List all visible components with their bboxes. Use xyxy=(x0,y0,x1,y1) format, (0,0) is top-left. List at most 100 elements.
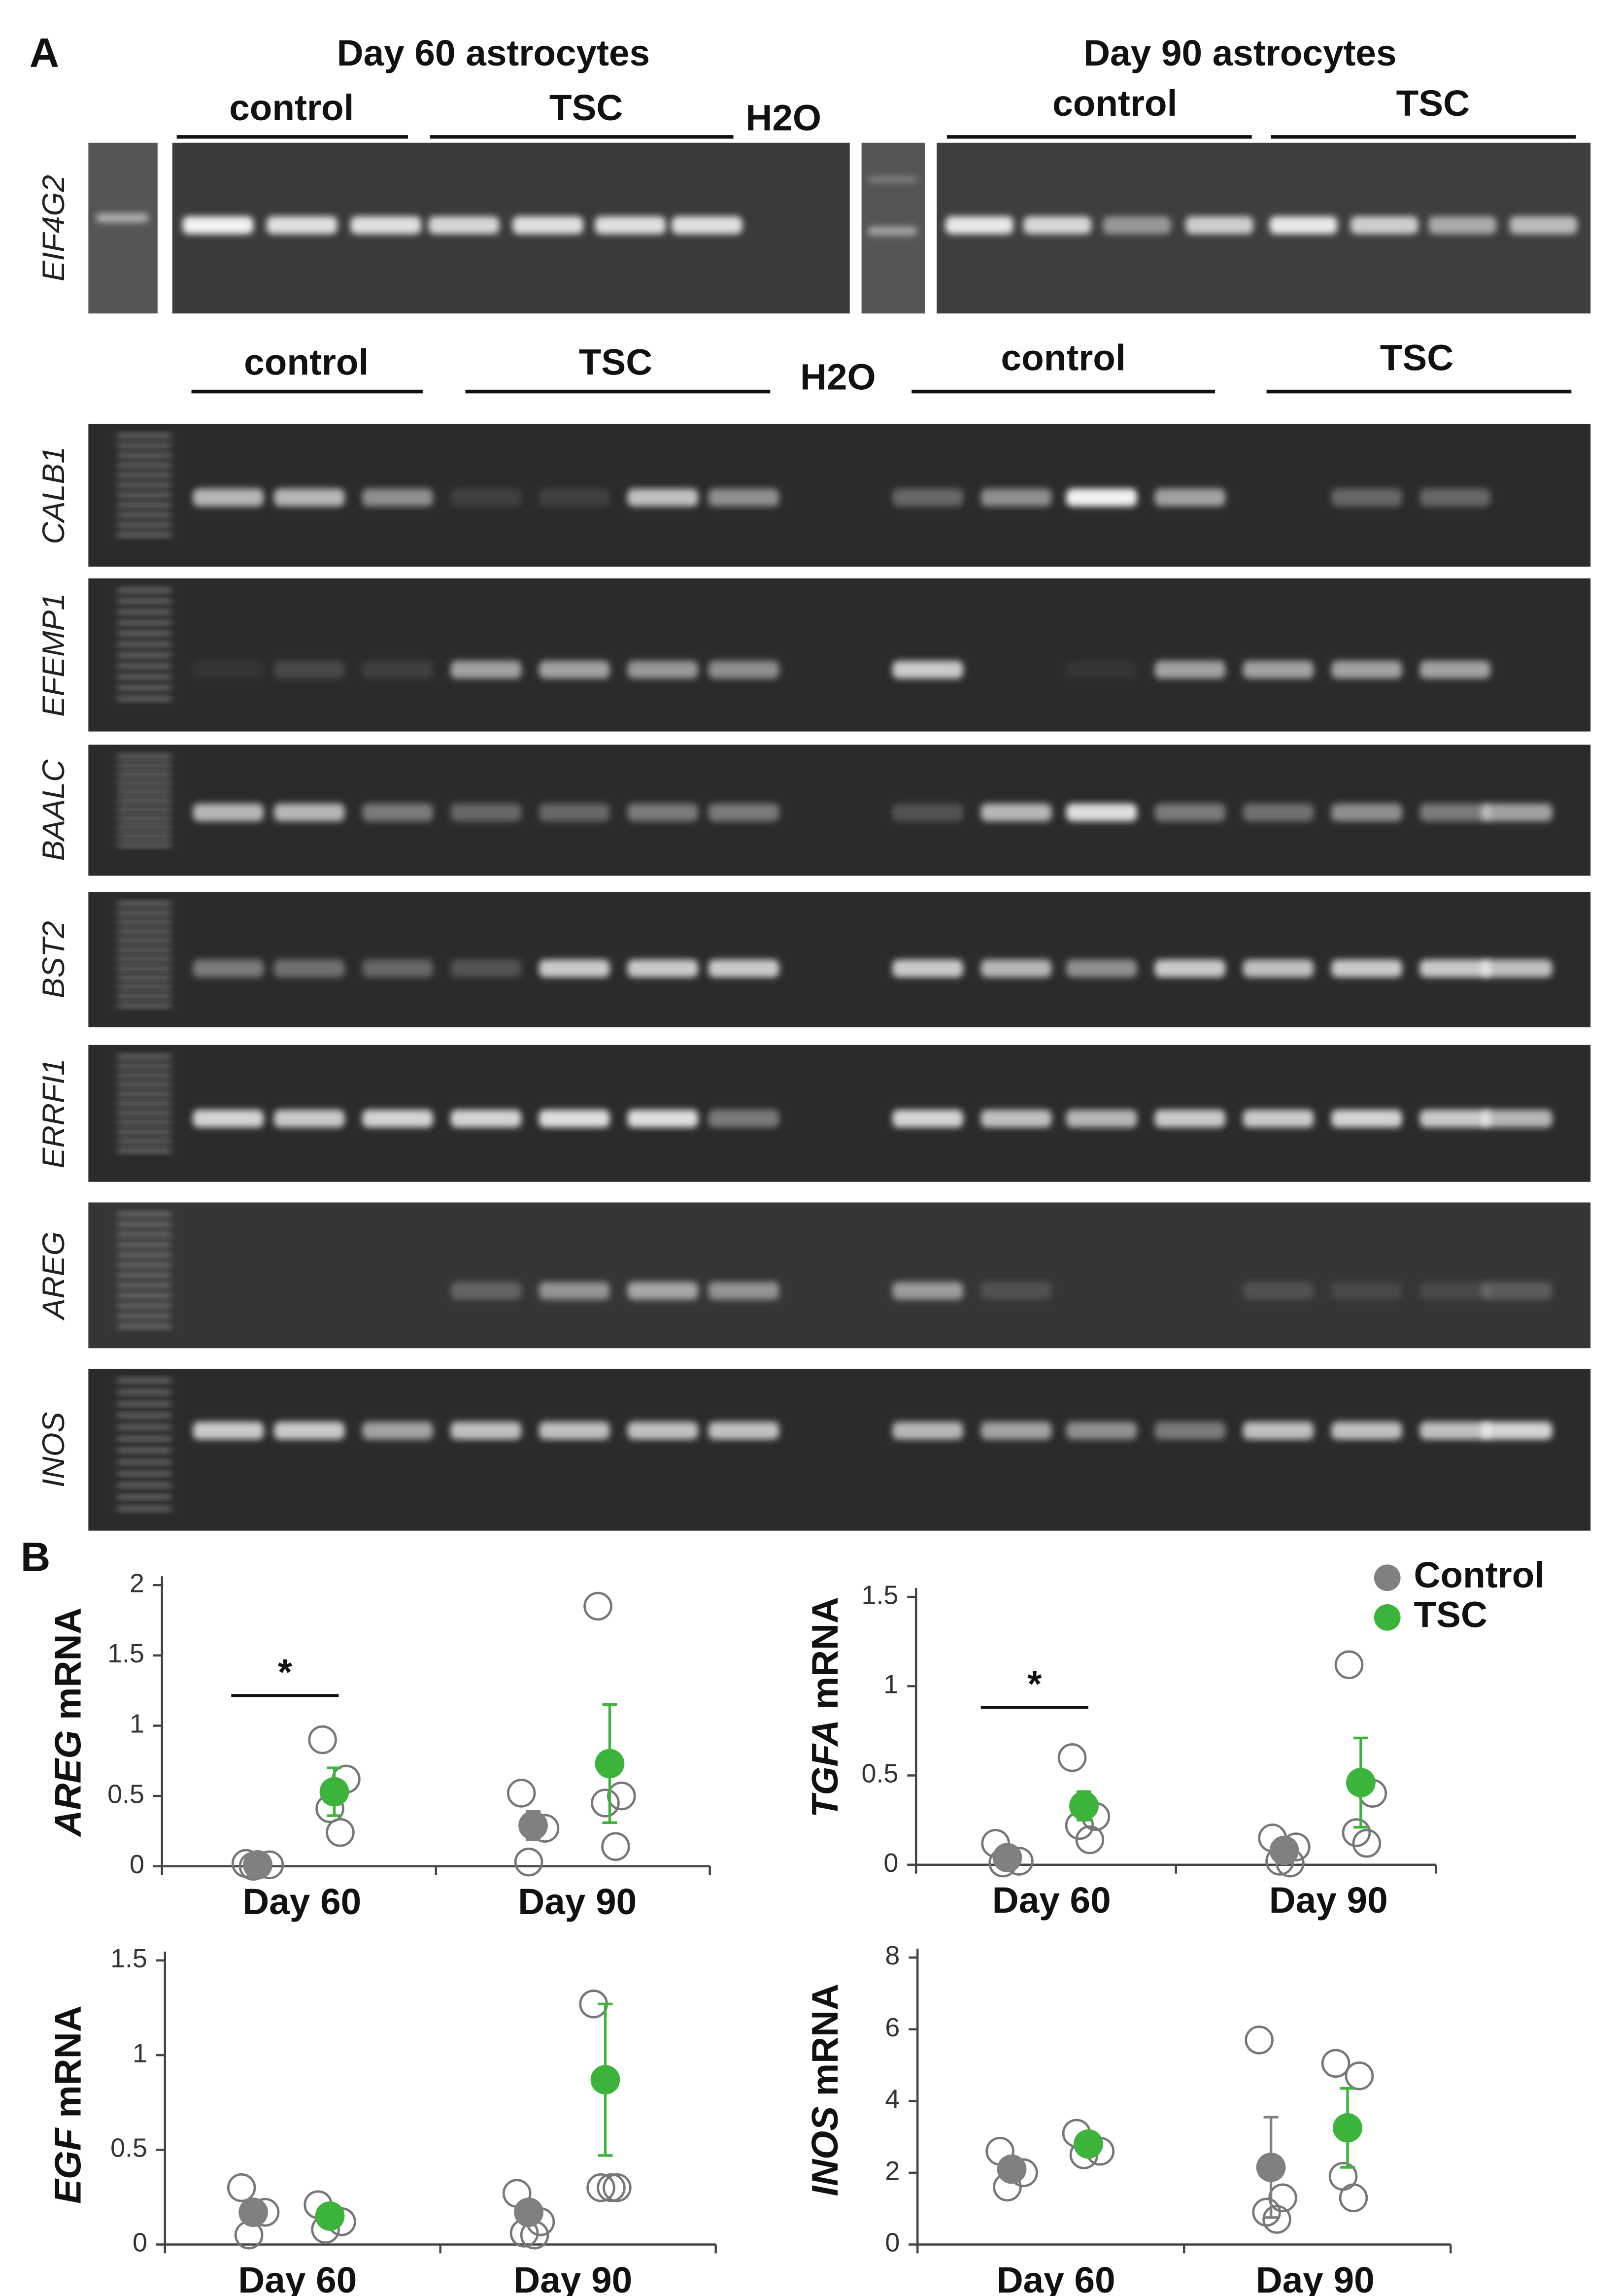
gel-band xyxy=(350,216,421,234)
y-tick-label: 0.5 xyxy=(107,1779,144,1809)
y-tick-label: 0 xyxy=(133,2228,147,2258)
gel-band xyxy=(273,804,345,821)
y-tick-label: 6 xyxy=(885,2013,900,2042)
data-point xyxy=(308,1725,337,1755)
gel-band xyxy=(539,1110,610,1128)
gel-band xyxy=(1331,488,1402,506)
gel xyxy=(88,1202,1591,1349)
gel-band xyxy=(867,227,918,236)
gel-band xyxy=(116,1402,172,1406)
gel-band xyxy=(193,661,264,679)
data-point xyxy=(583,1591,612,1621)
gel-band xyxy=(116,463,172,468)
gel-band xyxy=(116,1055,172,1059)
gel-band xyxy=(627,959,698,978)
y-tick-label: 0 xyxy=(883,1848,898,1878)
gel-band xyxy=(116,1414,172,1418)
gel-band xyxy=(362,959,433,978)
gel-band xyxy=(892,1421,963,1440)
y-tick-label: 2 xyxy=(130,1568,144,1598)
gel-band xyxy=(193,959,264,978)
gel-band xyxy=(1419,1110,1490,1128)
y-label-unit: mRNA xyxy=(804,1984,845,2096)
mean-marker xyxy=(315,2201,345,2231)
legend-label: Control xyxy=(1414,1554,1545,1595)
gel-band xyxy=(116,1324,172,1328)
gel-band xyxy=(595,216,666,234)
gel-band xyxy=(116,825,172,829)
y-axis-label: AREG mRNA xyxy=(47,1608,88,1838)
gel-band xyxy=(116,1379,172,1383)
gel-band xyxy=(116,1120,172,1124)
gel-band xyxy=(116,632,172,636)
gel-band xyxy=(1331,804,1402,821)
gel-band xyxy=(116,834,172,838)
gel-band xyxy=(116,483,172,487)
gel-band xyxy=(116,1283,172,1287)
gel-band xyxy=(116,1472,172,1476)
gel-band xyxy=(1066,661,1137,679)
x-tick-label: Day 60 xyxy=(238,2259,357,2296)
x-tick-label: Day 60 xyxy=(997,2259,1115,2296)
gel-band xyxy=(1419,488,1490,506)
gel-band xyxy=(1066,1110,1137,1128)
gel-band xyxy=(1243,1110,1314,1128)
mean-marker xyxy=(1333,2113,1362,2143)
gel-band xyxy=(450,1110,522,1128)
gel-band xyxy=(273,488,345,506)
data-point xyxy=(1321,2049,1350,2078)
mean-marker xyxy=(514,2197,543,2227)
mean-marker xyxy=(1346,1768,1376,1797)
gel-band xyxy=(892,488,963,506)
gel-band xyxy=(892,1110,963,1128)
gel-band xyxy=(116,1232,172,1237)
gel-band xyxy=(1066,1421,1137,1440)
y-tick-label: 1 xyxy=(133,2038,147,2068)
gel-band xyxy=(450,804,522,821)
gel-band xyxy=(116,642,172,646)
group-label: TSC xyxy=(549,87,623,128)
gel-band xyxy=(512,216,583,234)
data-point xyxy=(591,1789,620,1818)
gel-band xyxy=(116,1273,172,1277)
gel-band xyxy=(1066,804,1137,821)
mean-marker xyxy=(1069,1791,1099,1821)
gel-band xyxy=(116,1263,172,1267)
gel-band xyxy=(116,1243,172,1247)
gel-band xyxy=(1419,804,1490,821)
y-tick-label: 1.5 xyxy=(110,1944,147,1973)
gel-band xyxy=(116,513,172,517)
gel-band xyxy=(193,1110,264,1128)
data-point xyxy=(1352,1828,1382,1858)
gel-band xyxy=(267,216,338,234)
gel-band xyxy=(116,808,172,811)
y-axis-label: INOS mRNA xyxy=(804,1984,845,2196)
data-point xyxy=(326,1818,355,1847)
group-label: H2O xyxy=(745,97,821,138)
gel-band xyxy=(116,1304,172,1308)
gel-band xyxy=(116,799,172,803)
data-point xyxy=(1057,1743,1087,1772)
gel-band xyxy=(116,675,172,679)
x-tick-label: Day 90 xyxy=(1269,1879,1388,1921)
gel-band xyxy=(116,1074,172,1078)
y-label-gene: INOS xyxy=(804,2106,845,2196)
gel-band xyxy=(1243,804,1314,821)
gel-band xyxy=(539,959,610,978)
gel-band xyxy=(116,1448,172,1452)
gel-band xyxy=(450,959,522,978)
y-tick-label: 1 xyxy=(130,1709,144,1739)
gel-band xyxy=(1419,959,1490,978)
mean-marker xyxy=(992,1843,1022,1873)
gel-band xyxy=(1331,959,1402,978)
gel-band xyxy=(116,994,172,998)
gel-band xyxy=(193,804,264,821)
data-point xyxy=(227,2173,256,2202)
gel-band xyxy=(1066,488,1137,506)
gel-band xyxy=(1482,1110,1552,1128)
data-point xyxy=(586,2173,615,2202)
gel-band xyxy=(116,599,172,603)
gel-band xyxy=(116,1139,172,1143)
gel-band xyxy=(1350,216,1418,234)
